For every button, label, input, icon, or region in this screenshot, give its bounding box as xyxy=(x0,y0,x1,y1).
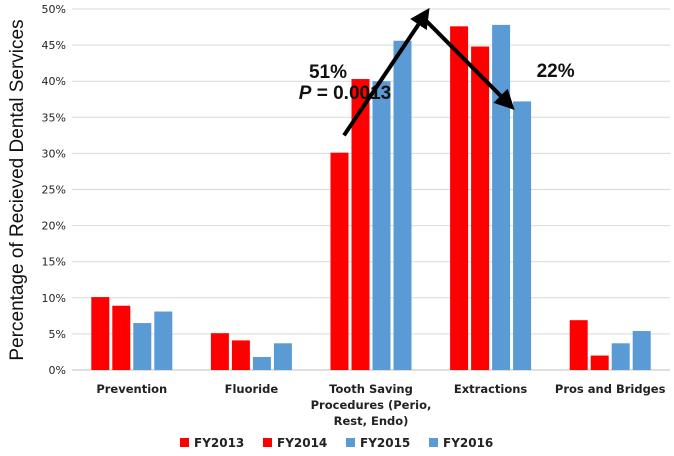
annotation-decrease-percent: 22% xyxy=(537,61,575,82)
bars xyxy=(91,24,651,370)
decrease-arrow xyxy=(420,14,515,110)
annotation-p-value: P = 0.0013 xyxy=(299,83,391,104)
bar-fy2015-0 xyxy=(133,323,152,370)
bar-fy2014-2 xyxy=(351,79,370,370)
bar-fy2013-1 xyxy=(210,333,229,370)
bar-fy2014-3 xyxy=(471,46,490,370)
bar-fy2016-3 xyxy=(513,101,532,370)
y-tick-label: 25% xyxy=(42,184,66,197)
y-tick-label: 35% xyxy=(42,111,66,124)
legend-label: FY2016 xyxy=(443,436,493,450)
legend-swatch xyxy=(429,438,438,447)
y-tick-label: 40% xyxy=(42,75,66,88)
bar-fy2014-4 xyxy=(590,355,609,370)
y-tick-label: 15% xyxy=(42,256,66,269)
bar-fy2013-4 xyxy=(569,320,588,370)
legend-label: FY2015 xyxy=(360,436,410,450)
bar-fy2013-2 xyxy=(330,152,349,370)
x-category-label: Extractions xyxy=(454,382,528,396)
bar-fy2013-0 xyxy=(91,297,110,370)
y-axis-label: Percentage of Recieved Dental Services xyxy=(7,19,28,360)
bar-fy2016-0 xyxy=(154,311,173,370)
y-tick-label: 5% xyxy=(49,328,66,341)
bar-fy2016-2 xyxy=(393,40,412,370)
y-tick-label: 30% xyxy=(42,147,66,160)
bar-fy2016-1 xyxy=(273,343,292,370)
x-category-label: Tooth Saving Procedures (Perio, Rest, Endo… xyxy=(311,382,432,428)
bar-fy2013-3 xyxy=(450,26,469,370)
y-tick-label: 10% xyxy=(42,292,66,305)
bar-fy2014-0 xyxy=(112,305,131,370)
y-tick-label: 45% xyxy=(42,39,66,52)
x-category-label: Fluoride xyxy=(225,382,279,396)
bar-fy2016-4 xyxy=(632,331,651,370)
bar-fy2015-1 xyxy=(252,357,271,370)
legend-swatch xyxy=(346,438,355,447)
y-tick-label: 50% xyxy=(42,3,66,16)
y-tick-label: 0% xyxy=(49,364,66,377)
annotation-increase-percent: 51% xyxy=(309,62,347,83)
bar-fy2014-1 xyxy=(231,340,250,370)
legend-label: FY2014 xyxy=(277,436,327,450)
x-category-label: Prevention xyxy=(96,382,167,396)
x-category-label: Pros and Bridges xyxy=(555,382,666,396)
bar-fy2015-2 xyxy=(372,81,391,370)
legend: FY2013 FY2014 FY2015 FY2016 xyxy=(180,436,493,450)
bar-fy2015-4 xyxy=(611,343,630,370)
annotations: 51%P = 0.0013 22% xyxy=(299,7,575,137)
legend-swatch xyxy=(180,438,189,447)
y-tick-label: 20% xyxy=(42,220,66,233)
bar-fy2015-3 xyxy=(492,24,511,370)
legend-swatch xyxy=(263,438,272,447)
labels: 0% 5% 10% 15% 20% 25% 30% 35% 40% 45% 50% Preventio… xyxy=(42,3,666,428)
increase-arrow xyxy=(342,7,430,137)
gridlines xyxy=(72,8,670,335)
legend-label: FY2013 xyxy=(194,436,244,450)
